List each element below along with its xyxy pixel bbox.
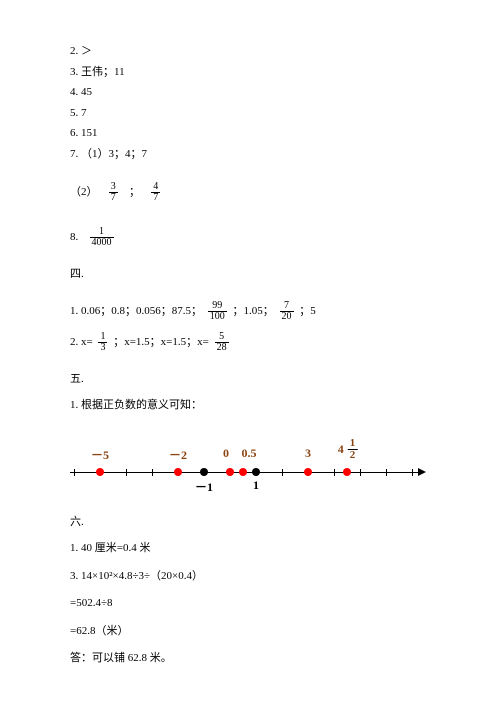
fraction: 3 7	[109, 182, 118, 203]
item-7-1: 7. （1）3；4；7	[70, 146, 430, 164]
denominator: 4000	[90, 238, 114, 248]
text: 1. 0.06；0.8；0.056；87.5；	[70, 305, 202, 317]
prefix: 8.	[70, 231, 78, 243]
prefix: （2）	[70, 186, 98, 198]
section-6-line: =502.4÷8	[70, 595, 430, 613]
section-6-line: 3. 14×10²×4.8÷3÷（20×0.4）	[70, 568, 430, 586]
number-line: －5 －2 －1 0 0.5 1 3 412	[60, 434, 440, 494]
number-line-label: 412	[338, 438, 361, 461]
fraction: 5 28	[215, 332, 229, 353]
number-line-point	[343, 468, 351, 476]
number-line-point	[239, 468, 247, 476]
item-5: 5. 7	[70, 105, 430, 123]
item-7-2: （2） 3 7 ； 4 7	[70, 182, 430, 203]
text: ；5	[299, 305, 316, 317]
item-8: 8. 1 4000	[70, 227, 430, 248]
number-line-label: －1	[195, 478, 213, 495]
number-line-point	[200, 468, 208, 476]
section-4-item-2: 2. x= 1 3 ；x=1.5；x=1.5；x= 5 28	[70, 332, 430, 353]
denominator: 28	[215, 343, 229, 353]
item-3: 3. 王伟；11	[70, 64, 430, 82]
item-4: 4. 45	[70, 84, 430, 102]
numerator: 3	[109, 182, 118, 193]
text: ；x=1.5；x=1.5；x=	[113, 336, 209, 348]
denominator: 7	[109, 193, 118, 203]
text: ；1.05；	[233, 305, 274, 317]
section-5-item-1: 1. 根据正负数的意义可知：	[70, 397, 430, 415]
number-line-tick	[412, 469, 413, 476]
text: 2. x=	[70, 336, 93, 348]
number-line-label: 0	[223, 446, 229, 461]
number-line-tick	[126, 469, 127, 476]
number-line-point	[226, 468, 234, 476]
number-line-label: 1	[253, 478, 259, 493]
fraction: 4 7	[151, 182, 160, 203]
denominator: 7	[151, 193, 160, 203]
item-2: 2. ＞	[70, 43, 430, 61]
number-line-point	[252, 468, 260, 476]
denominator: 20	[280, 312, 294, 322]
number-line-tick	[360, 469, 361, 476]
denominator: 100	[208, 312, 227, 322]
section-4-header: 四.	[70, 266, 430, 284]
section-6-line: =62.8（米）	[70, 623, 430, 641]
number-line-tick	[74, 469, 75, 476]
number-line-label: 3	[305, 446, 311, 461]
number-line-point	[174, 468, 182, 476]
fraction: 7 20	[280, 301, 294, 322]
number-line-tick	[334, 469, 335, 476]
number-line-label: －2	[169, 446, 187, 463]
section-6-header: 六.	[70, 514, 430, 532]
fraction: 1 4000	[90, 227, 114, 248]
denominator: 3	[98, 343, 107, 353]
section-6-line: 答：可以铺 62.8 米。	[70, 650, 430, 668]
separator: ；	[129, 186, 140, 198]
number-line-label: －5	[91, 446, 109, 463]
number-line-label: 0.5	[242, 446, 257, 461]
item-6: 6. 151	[70, 125, 430, 143]
fraction: 99 100	[208, 301, 227, 322]
section-4-item-1: 1. 0.06；0.8；0.056；87.5； 99 100 ；1.05； 7 …	[70, 301, 430, 322]
arrow-right-icon	[418, 468, 426, 476]
numerator: 4	[151, 182, 160, 193]
numerator: 1	[90, 227, 114, 238]
number-line-tick	[282, 469, 283, 476]
number-line-tick	[386, 469, 387, 476]
section-5-header: 五.	[70, 371, 430, 389]
number-line-point	[96, 468, 104, 476]
number-line-point	[304, 468, 312, 476]
fraction: 1 3	[98, 332, 107, 353]
number-line-tick	[152, 469, 153, 476]
section-6-line: 1. 40 厘米=0.4 米	[70, 540, 430, 558]
